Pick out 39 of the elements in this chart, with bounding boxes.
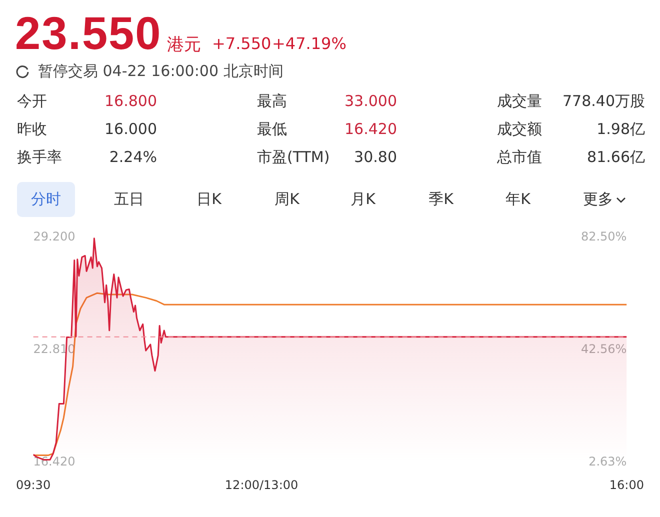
- text: 成交量: [497, 92, 542, 111]
- x-tick-label: 16:00: [609, 478, 644, 492]
- text: 换手率: [17, 148, 62, 167]
- text: 周K: [274, 190, 300, 209]
- text: 总市值: [497, 148, 542, 167]
- text: 1.98亿: [596, 120, 645, 139]
- text: 2.24%: [109, 148, 157, 166]
- text: 16.800: [104, 92, 157, 110]
- text: 分时: [17, 182, 75, 217]
- text: 港元: [167, 34, 201, 56]
- text: +7.550: [212, 34, 272, 53]
- text: 最高: [257, 92, 287, 111]
- text: 市盈(TTM): [257, 148, 330, 167]
- text: 季K: [428, 190, 454, 209]
- text: 最低: [257, 120, 287, 139]
- y-tick-label: 29.200: [33, 229, 76, 244]
- text: 成交额: [497, 120, 542, 139]
- text: 更多: [583, 190, 613, 209]
- text: 日K: [196, 190, 222, 209]
- x-tick-label: 12:00/13:00: [224, 478, 298, 492]
- y2-tick-label: 42.56%: [580, 342, 627, 356]
- text: 月K: [350, 190, 376, 209]
- text: 五日: [114, 190, 144, 209]
- text: 16.000: [104, 120, 157, 138]
- y-tick-label: 16.420: [33, 454, 76, 469]
- x-tick-label: 09:30: [16, 478, 51, 492]
- y2-tick-label: 2.63%: [588, 454, 627, 469]
- text: +47.19%: [272, 34, 346, 53]
- text: 今开: [17, 92, 47, 111]
- text: 年K: [506, 190, 530, 209]
- text: 16.420: [344, 120, 397, 138]
- text: 30.80: [354, 148, 397, 166]
- chart-subtitle: 暂停交易 04-22 16:00:00 北京时间: [38, 62, 284, 81]
- y2-tick-label: 82.50%: [580, 229, 627, 244]
- text: 33.000: [344, 92, 397, 110]
- text: 昨收: [17, 120, 47, 139]
- chart-title: 23.550: [15, 6, 162, 60]
- text: 81.66亿: [587, 148, 645, 167]
- text: 778.40万股: [562, 92, 645, 111]
